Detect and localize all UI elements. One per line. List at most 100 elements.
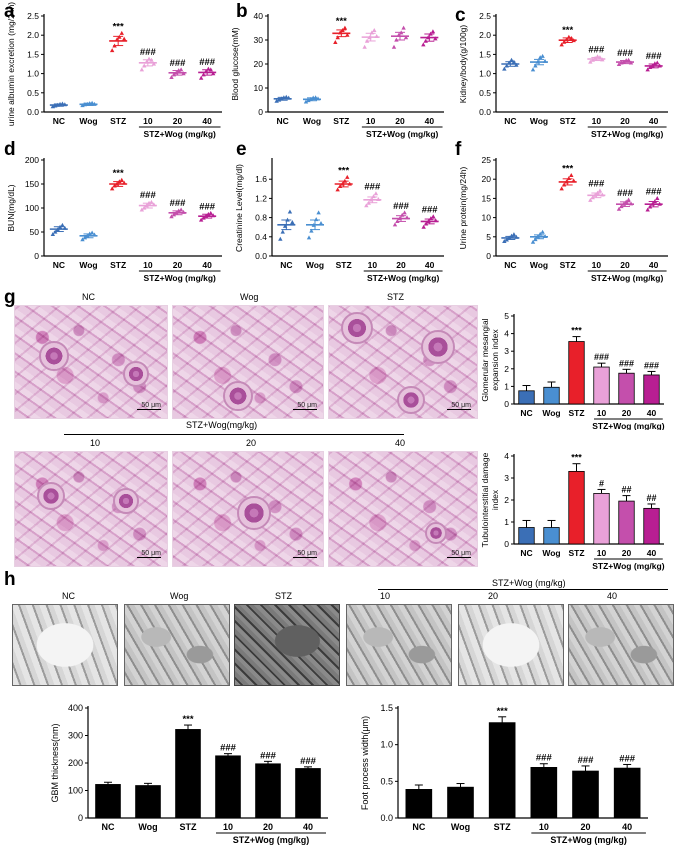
y-tick-label: 0.0 <box>255 251 267 261</box>
data-point <box>80 237 85 242</box>
dose-group-label: STZ+Wog (mg/kg) <box>144 129 216 139</box>
panel-d-chart: 0 50 100 150 200 BUN(mg/dL) NC Wog STZ 10 20 40 STZ+… <box>6 155 222 283</box>
data-point <box>169 75 174 80</box>
y-tick-label: 3 <box>504 473 509 483</box>
significance-label: ## <box>621 485 631 495</box>
glomerulus <box>397 386 425 414</box>
data-point <box>431 214 436 219</box>
y-tick-label: 0.5 <box>27 88 39 98</box>
x-tick-label: STZ <box>336 260 352 270</box>
data-point <box>433 36 438 41</box>
panel-b-chart: 0 10 20 30 40 Blood glucose(mM) NC Wog STZ 10 20 40… <box>230 11 444 139</box>
data-point <box>421 42 426 47</box>
y-tick-label: 0 <box>486 251 491 261</box>
x-tick-label: Wog <box>530 116 548 126</box>
y-tick-label: 0 <box>258 107 263 117</box>
bar <box>175 729 201 819</box>
glomerulus <box>39 341 69 371</box>
scale-bar-label: 50 μm <box>141 402 161 409</box>
x-tick-label: 10 <box>366 116 376 126</box>
bar <box>568 470 585 545</box>
data-point <box>119 177 124 182</box>
significance-label: ### <box>617 188 634 199</box>
data-point <box>198 75 204 80</box>
significance-label: ## <box>646 493 656 503</box>
y-tick-label: 50 <box>30 227 40 237</box>
y-tick-label: 15 <box>482 193 492 203</box>
significance-label: *** <box>562 163 573 174</box>
x-tick-label: 40 <box>649 260 659 270</box>
bar <box>543 527 560 545</box>
y-tick-label: 40 <box>254 11 264 21</box>
bar <box>613 767 641 819</box>
y-tick-label: 200 <box>68 758 83 768</box>
bar <box>255 763 281 819</box>
x-tick-label: 20 <box>620 116 630 126</box>
data-point <box>569 172 574 177</box>
x-tick-label: NC <box>277 116 289 126</box>
significance-label: ### <box>536 753 553 764</box>
data-point <box>502 66 507 71</box>
x-tick-label: NC <box>520 408 532 418</box>
x-tick-label: STZ <box>560 116 576 126</box>
significance-label: *** <box>562 25 573 36</box>
data-point <box>119 30 124 35</box>
scale-bar <box>137 409 161 410</box>
y-axis-label: urine albumin excretion (mg/24h) <box>6 2 16 126</box>
dose-group-label: STZ+Wog (mg/kg) <box>592 421 664 430</box>
y-tick-label: 0.8 <box>255 213 267 223</box>
x-tick-label: NC <box>53 260 65 270</box>
bar <box>643 374 660 405</box>
data-point <box>362 44 367 49</box>
glomerulus <box>425 522 447 544</box>
micrograph-g-10: 50 μm <box>14 451 168 567</box>
em-image-stz <box>234 604 340 686</box>
significance-label: ### <box>140 47 157 58</box>
bar <box>295 768 321 819</box>
data-point <box>430 29 436 34</box>
panel-e-chart: 0.0 0.4 0.8 1.2 1.6 Creatinine Level(mg/dl) NC… <box>234 158 444 283</box>
glomerulus <box>123 361 149 387</box>
h-label-10: 10 <box>380 591 391 601</box>
bar <box>447 786 474 819</box>
x-tick-label: NC <box>53 116 65 126</box>
data-point <box>372 28 377 32</box>
g-label-stz-wog: STZ+Wog(mg/kg) <box>186 420 258 430</box>
x-tick-label: 40 <box>425 260 435 270</box>
bar <box>593 366 610 405</box>
significance-label: ### <box>619 753 636 764</box>
data-point <box>169 214 174 219</box>
data-point <box>588 197 593 202</box>
micrograph-g-20: 50 μm <box>172 451 324 567</box>
dose-group-label: STZ+Wog (mg/kg) <box>366 129 438 139</box>
x-tick-label: Wog <box>79 260 97 270</box>
data-point <box>335 35 340 40</box>
y-tick-label: 1.5 <box>380 703 393 713</box>
bar <box>518 527 535 545</box>
significance-label: ### <box>644 360 659 370</box>
y-tick-label: 0.5 <box>479 88 491 98</box>
data-point <box>345 32 350 37</box>
y-tick-label: 100 <box>68 786 83 796</box>
bar <box>518 390 535 405</box>
data-point <box>345 174 350 179</box>
significance-label: ### <box>300 756 317 767</box>
significance-label: *** <box>182 714 193 725</box>
glomerulus <box>113 488 139 514</box>
x-tick-label: 10 <box>143 260 153 270</box>
scale-bar <box>293 409 317 410</box>
x-tick-label: STZ <box>110 260 126 270</box>
data-point <box>530 67 536 72</box>
panel-letter-d: d <box>4 139 16 160</box>
significance-label: ### <box>588 179 605 190</box>
x-tick-label: 10 <box>368 260 378 270</box>
g-dose-line <box>64 434 404 435</box>
significance-label: ### <box>140 190 157 201</box>
data-point <box>318 220 324 225</box>
x-tick-label: STZ <box>180 822 198 832</box>
significance-label: ### <box>364 182 381 193</box>
x-tick-label: STZ <box>110 116 126 126</box>
g-label-10: 10 <box>90 438 101 448</box>
scale-bar <box>447 557 471 558</box>
